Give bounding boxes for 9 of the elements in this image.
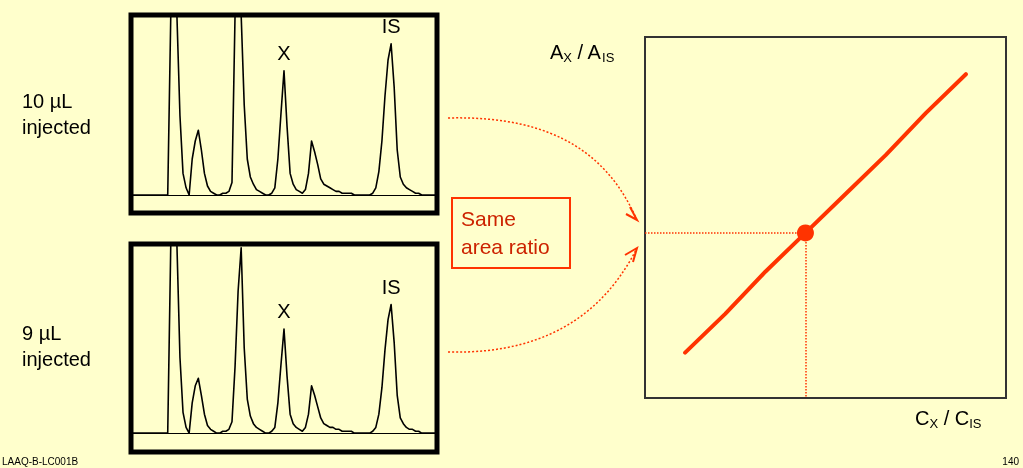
text: LAAQ-B-LC001B bbox=[2, 455, 79, 467]
y-axis-title: 9 µL injected bbox=[22, 322, 91, 370]
annotation: IS bbox=[381, 14, 401, 37]
annotation: IS bbox=[381, 275, 401, 298]
annotation: X bbox=[277, 41, 291, 64]
text: Same area ratio bbox=[451, 197, 571, 269]
text: 140 bbox=[1002, 455, 1020, 467]
annotation: X bbox=[277, 300, 291, 323]
y-axis-title: 10 µL injected bbox=[22, 90, 91, 138]
